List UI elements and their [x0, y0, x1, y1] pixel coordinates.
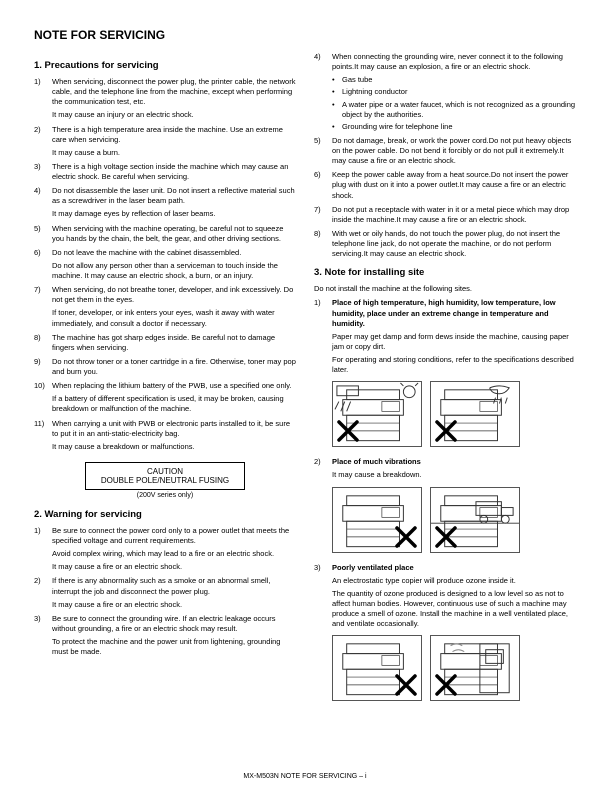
item-subtext: It may cause a fire or an electric shock…	[397, 215, 527, 224]
item-subtext: Do not allow any person other than a ser…	[52, 261, 296, 281]
prohibited-icon	[434, 419, 458, 443]
footer: MX-M503N NOTE FOR SERVICING – i	[0, 773, 610, 780]
illustration	[332, 487, 422, 553]
bullet-list: Gas tube Lightning conductor A water pipe …	[332, 75, 576, 132]
left-column: 1. Precautions for servicing When servic…	[34, 52, 296, 711]
prohibited-icon	[394, 525, 418, 549]
warning-item: 7)Do not put a receptacle with water in …	[314, 205, 576, 225]
item-subtext: Avoid complex wiring, which may lead to …	[52, 549, 296, 559]
item-bold-title: Place of much vibrations	[332, 457, 421, 466]
item-subtext: It may cause a burn.	[52, 148, 296, 158]
bullet-item: Gas tube	[332, 75, 576, 85]
right-column: 4)When connecting the grounding wire, ne…	[314, 52, 576, 711]
item-subtext: The quantity of ozone produced is design…	[332, 589, 576, 630]
content-columns: 1. Precautions for servicing When servic…	[34, 52, 576, 711]
section1-list: When servicing, disconnect the power plu…	[34, 77, 296, 452]
precaution-item: When servicing, do not breathe toner, de…	[34, 285, 296, 329]
caution-sub: (200V series only)	[34, 492, 296, 499]
item-subtext: If a battery of different specification …	[52, 394, 296, 414]
precaution-item: When carrying a unit with PWB or electro…	[34, 419, 296, 452]
item-subtext: An electrostatic type copier will produc…	[332, 576, 576, 586]
illustration	[332, 635, 422, 701]
illustration	[430, 487, 520, 553]
item-subtext: It may cause an explosion, a fire or an …	[354, 62, 530, 71]
caution-box: CAUTION DOUBLE POLE/NEUTRAL FUSING	[85, 462, 245, 490]
precaution-item: When replacing the lithium battery of th…	[34, 381, 296, 414]
item-subtext: Do not put heavy objects on the power ca…	[332, 136, 571, 155]
precaution-item: When servicing, disconnect the power plu…	[34, 77, 296, 121]
precaution-item: Do not leave the machine with the cabine…	[34, 248, 296, 281]
item-subtext: To protect the machine and the power uni…	[52, 637, 296, 657]
section3-heading: 3. Note for installing site	[314, 267, 576, 278]
caution-line2: DOUBLE POLE/NEUTRAL FUSING	[88, 476, 242, 485]
warning-item: 8)With wet or oily hands, do not touch t…	[314, 229, 576, 259]
item-subtext: It may cause an injury or an electric sh…	[52, 110, 296, 120]
install-item: Poorly ventilated place An electrostatic …	[314, 563, 576, 630]
bullet-item: Grounding wire for telephone line	[332, 122, 576, 132]
item-bold-title: Poorly ventilated place	[332, 563, 414, 572]
warning-item: If there is any abnormality such as a sm…	[34, 576, 296, 609]
precaution-item: There is a high temperature area inside …	[34, 125, 296, 158]
warning-item: 5)Do not damage, break, or work the powe…	[314, 136, 576, 166]
caution-line1: CAUTION	[88, 467, 242, 476]
section3-intro: Do not install the machine at the follow…	[314, 284, 576, 294]
item-subtext: It may cause a fire or an electric shock…	[52, 600, 296, 610]
item-subtext: It may cause a breakdown or malfunctions…	[52, 442, 296, 452]
prohibited-icon	[336, 419, 360, 443]
precaution-item: The machine has got sharp edges inside. …	[34, 333, 296, 353]
item-subtext: It may cause an electric shock.	[364, 249, 467, 258]
illustration	[430, 635, 520, 701]
install-item: Place of high temperature, high humidity…	[314, 298, 576, 375]
prohibited-icon	[434, 673, 458, 697]
item-subtext: It may cause a fire or an electric shock…	[52, 562, 296, 572]
section2-continuation: 4)When connecting the grounding wire, ne…	[314, 52, 576, 259]
precaution-item: There is a high voltage section inside t…	[34, 162, 296, 182]
figure-row	[332, 635, 576, 701]
section2-list: Be sure to connect the power cord only t…	[34, 526, 296, 657]
bullet-item: Lightning conductor	[332, 87, 576, 97]
item-subtext: It may damage eyes by reflection of lase…	[52, 209, 296, 219]
warning-item: 6)Keep the power cable away from a heat …	[314, 170, 576, 200]
page-title: NOTE FOR SERVICING	[34, 28, 576, 42]
illustration	[332, 381, 422, 447]
bullet-item: A water pipe or a water faucet, which is…	[332, 100, 576, 120]
illustration	[430, 381, 520, 447]
section3-list: Place of high temperature, high humidity…	[314, 298, 576, 701]
item-subtext: For operating and storing conditions, re…	[332, 355, 576, 375]
prohibited-icon	[434, 525, 458, 549]
item-subtext: Paper may get damp and form dews inside …	[332, 332, 576, 352]
install-item: Place of much vibrations It may cause a b…	[314, 457, 576, 480]
item-bold-title: Place of high temperature, high humidity…	[332, 298, 556, 327]
precaution-item: Do not disassemble the laser unit. Do no…	[34, 186, 296, 219]
figure-row	[332, 381, 576, 447]
figure-row	[332, 487, 576, 553]
item-subtext: It may cause a breakdown.	[332, 470, 576, 480]
warning-item: Be sure to connect the grounding wire. I…	[34, 614, 296, 658]
warning-item: Be sure to connect the power cord only t…	[34, 526, 296, 573]
section1-heading: 1. Precautions for servicing	[34, 60, 296, 71]
precaution-item: When servicing with the machine operatin…	[34, 224, 296, 244]
precaution-item: Do not throw toner or a toner cartridge …	[34, 357, 296, 377]
item-subtext: If toner, developer, or ink enters your …	[52, 308, 296, 328]
prohibited-icon	[394, 673, 418, 697]
warning-item: 4)When connecting the grounding wire, ne…	[314, 52, 576, 132]
section2-heading: 2. Warning for servicing	[34, 509, 296, 520]
